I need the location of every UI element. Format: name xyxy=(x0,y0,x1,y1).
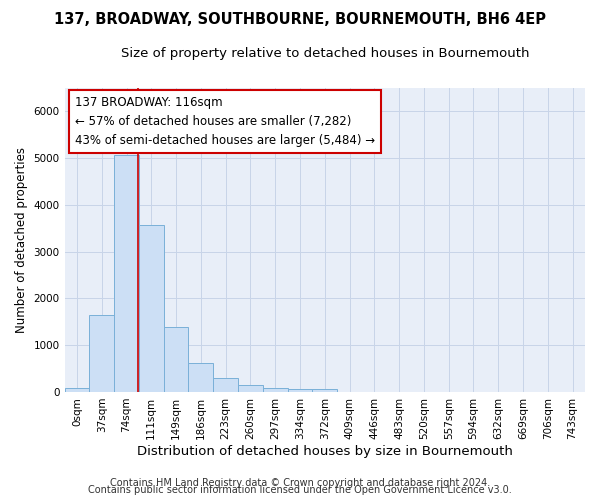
Bar xyxy=(287,390,313,392)
Text: Contains public sector information licensed under the Open Government Licence v3: Contains public sector information licen… xyxy=(88,485,512,495)
Bar xyxy=(313,390,337,392)
Bar xyxy=(89,315,114,392)
Bar xyxy=(114,156,139,392)
Bar xyxy=(188,363,213,392)
Text: Contains HM Land Registry data © Crown copyright and database right 2024.: Contains HM Land Registry data © Crown c… xyxy=(110,478,490,488)
Bar xyxy=(238,386,263,392)
Title: Size of property relative to detached houses in Bournemouth: Size of property relative to detached ho… xyxy=(121,48,529,60)
Text: 137 BROADWAY: 116sqm
← 57% of detached houses are smaller (7,282)
43% of semi-de: 137 BROADWAY: 116sqm ← 57% of detached h… xyxy=(75,96,375,146)
Bar xyxy=(263,388,287,392)
Bar xyxy=(213,378,238,392)
X-axis label: Distribution of detached houses by size in Bournemouth: Distribution of detached houses by size … xyxy=(137,444,513,458)
Bar xyxy=(164,326,188,392)
Text: 137, BROADWAY, SOUTHBOURNE, BOURNEMOUTH, BH6 4EP: 137, BROADWAY, SOUTHBOURNE, BOURNEMOUTH,… xyxy=(54,12,546,28)
Bar xyxy=(139,224,164,392)
Y-axis label: Number of detached properties: Number of detached properties xyxy=(15,147,28,333)
Bar xyxy=(65,388,89,392)
